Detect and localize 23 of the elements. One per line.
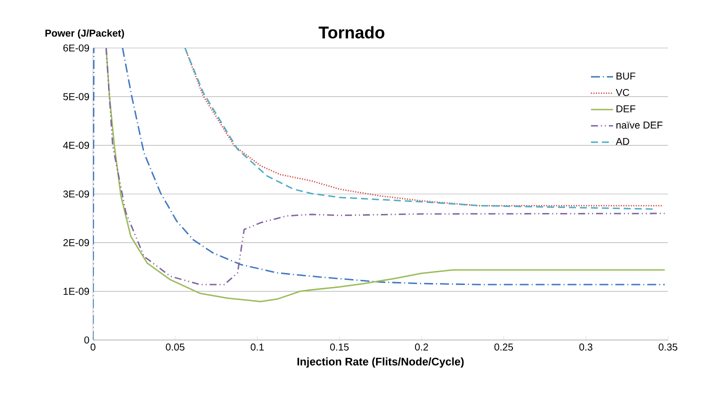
- y-tick-label: 2E-09: [63, 239, 90, 246]
- legend-label: BUF: [616, 72, 636, 80]
- chart-title: Tornado: [318, 26, 384, 39]
- y-tick-label: 3E-09: [63, 190, 90, 198]
- x-tick-label: 0.35: [658, 344, 678, 351]
- y-tick-label: 6E-09: [63, 44, 90, 52]
- x-tick-label: 0.1: [250, 344, 264, 351]
- legend-label: VC: [616, 88, 630, 96]
- x-tick-label: 0.3: [579, 344, 592, 351]
- x-tick-label: 0.25: [494, 344, 513, 351]
- y-tick-label: 5E-09: [63, 93, 90, 100]
- y-tick-label: 0: [84, 336, 90, 344]
- y-axis-title: Power (J/Packet): [45, 29, 124, 39]
- legend-label: DEF: [616, 105, 636, 112]
- x-tick-label: 0.15: [330, 344, 349, 351]
- x-tick-label: 0.2: [415, 344, 428, 351]
- x-axis-title: Injection Rate (Flits/Node/Cycle): [298, 357, 464, 368]
- x-tick-label: 0: [90, 344, 96, 351]
- legend-label: naïve DEF: [616, 122, 662, 129]
- y-tick-label: 4E-09: [63, 142, 90, 149]
- y-tick-label: 1E-09: [64, 288, 90, 295]
- x-tick-label: 0.05: [166, 344, 184, 351]
- legend-label: AD: [616, 138, 630, 145]
